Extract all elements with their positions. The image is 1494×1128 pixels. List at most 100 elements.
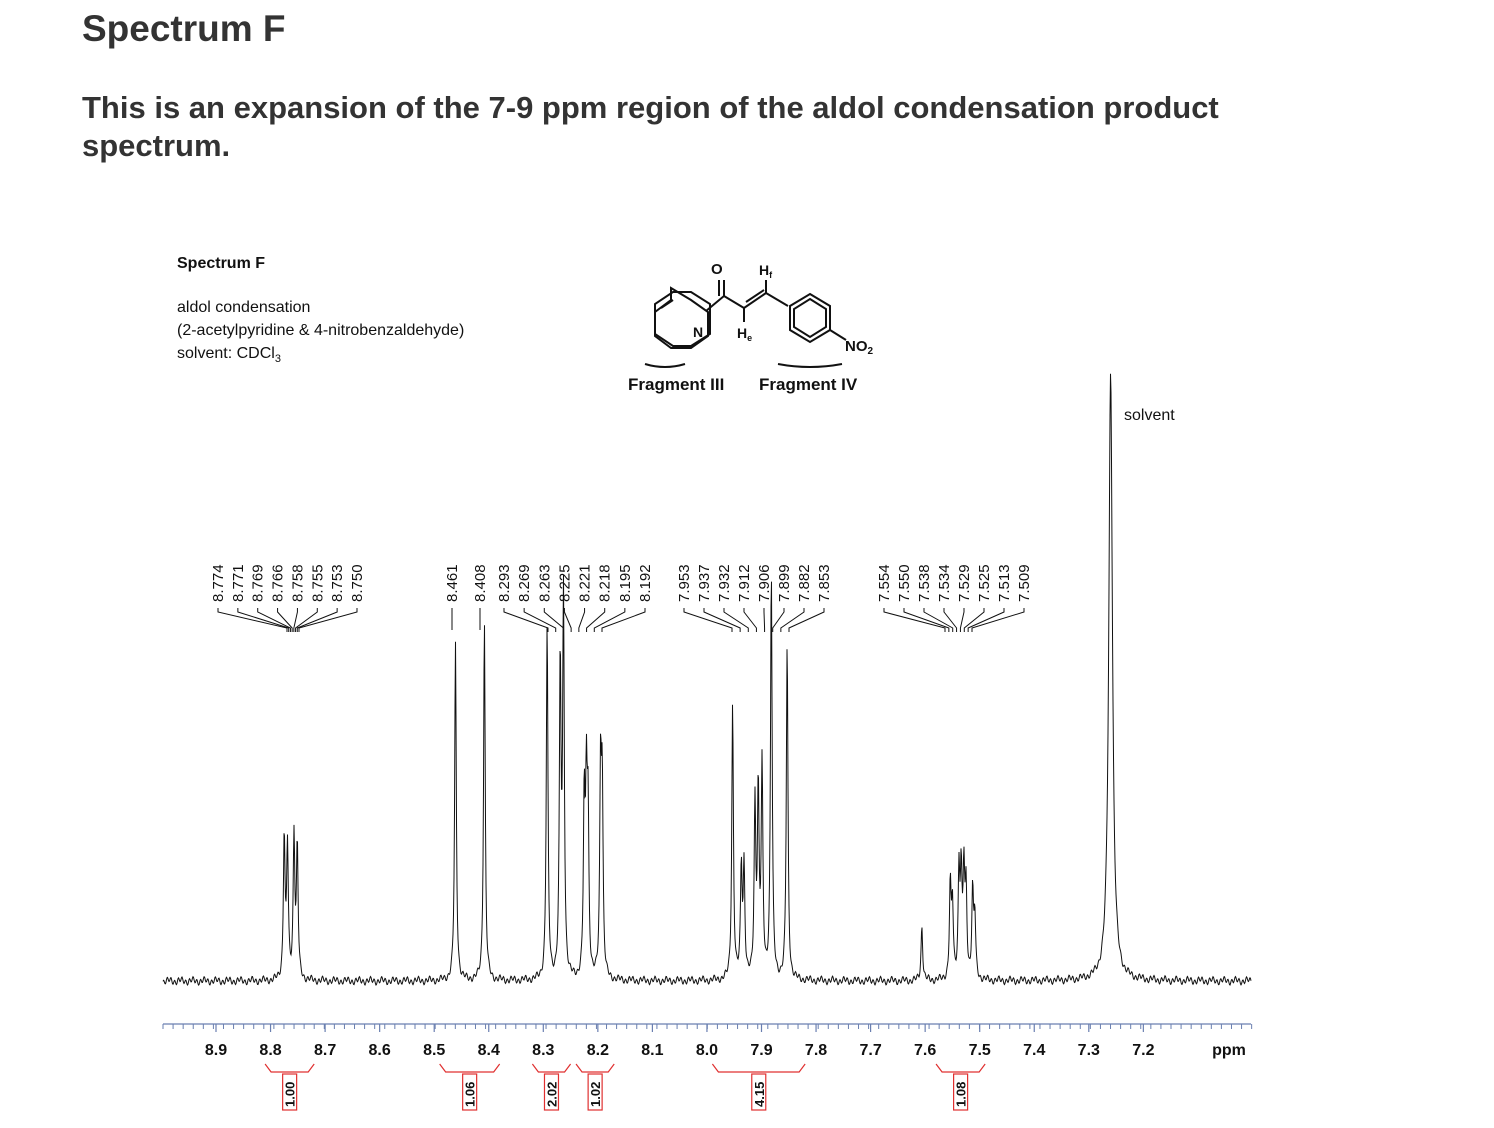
page-intro: This is an expansion of the 7-9 ppm regi… xyxy=(82,90,1219,163)
peak-label-leader xyxy=(683,608,733,632)
peak-label: 8.769 xyxy=(250,564,267,602)
integral-box xyxy=(953,1073,969,1111)
axis-tick-label: 8.1 xyxy=(641,1042,663,1059)
pyridine-ring-outline xyxy=(654,291,711,347)
fragment-iv-brace xyxy=(777,363,843,368)
reaction-label: aldol condensation xyxy=(177,299,310,316)
integral-box xyxy=(587,1073,603,1111)
peak-label: 7.937 xyxy=(696,564,713,602)
peak-label: 7.912 xyxy=(736,564,753,602)
peak-label: 8.269 xyxy=(516,564,533,602)
axis-tick-label: 8.7 xyxy=(314,1042,336,1059)
peak-label: 8.771 xyxy=(230,564,247,602)
figure-title: Spectrum F xyxy=(177,255,265,272)
axis-tick-label: 7.2 xyxy=(1132,1042,1154,1059)
integral-box xyxy=(462,1073,478,1111)
integral-bracket xyxy=(531,1063,572,1073)
peak-label-leader xyxy=(959,608,965,632)
axis-tick-label: 8.3 xyxy=(532,1042,554,1059)
peak-label-leader xyxy=(563,608,572,632)
bond-ring-carbonyl xyxy=(705,295,725,312)
peak-label-leader xyxy=(601,608,646,632)
fragment-iii-label: Fragment III xyxy=(628,375,724,394)
peak-label: 7.554 xyxy=(876,564,893,602)
integral-value: 1.08 xyxy=(954,1082,969,1107)
ppm-axis: 8.9 8.8 8.7 8.6 8.5 8.4 8.3 8.2 8.1 8.0 7.9 7.8 7.7 7… xyxy=(162,1023,1253,1059)
integral-value: 4.15 xyxy=(752,1082,767,1107)
integral-value: 1.00 xyxy=(283,1082,298,1107)
pyridine-nitrogen-label: N xyxy=(693,324,703,340)
nitro-label: NO2 xyxy=(845,338,874,357)
peak-label: 7.953 xyxy=(676,564,693,602)
peak-label: 7.932 xyxy=(716,564,733,602)
peak-label-leader xyxy=(903,608,950,632)
axis-tick-label: 7.9 xyxy=(750,1042,772,1059)
nitro-bond xyxy=(829,329,847,341)
spectrum-trace xyxy=(162,373,1252,986)
peak-label-leader xyxy=(593,608,626,632)
peak-label-leader xyxy=(217,608,288,632)
peak-label-leader xyxy=(298,608,358,632)
peak-label-leader xyxy=(923,608,954,632)
integral-bracket xyxy=(711,1063,806,1073)
peak-label: 7.513 xyxy=(996,564,1013,602)
peak-label: 7.529 xyxy=(956,564,973,602)
integral-bracket xyxy=(935,1063,986,1073)
integral-bracket xyxy=(439,1063,501,1073)
peak-label-leader xyxy=(883,608,946,632)
peak-label: 8.221 xyxy=(577,564,594,602)
peak-label: 7.525 xyxy=(976,564,993,602)
peak-label: 7.538 xyxy=(916,564,933,602)
peak-label-leader xyxy=(743,608,757,632)
peak-label-leader xyxy=(578,608,586,632)
peak-label: 8.461 xyxy=(444,564,461,602)
axis-tick-label: 7.7 xyxy=(859,1042,881,1059)
peak-label: 7.853 xyxy=(816,564,833,602)
peak-label-leader xyxy=(296,608,338,632)
peak-label: 8.766 xyxy=(270,564,287,602)
reagents-label: (2-acetylpyridine & 4-nitrobenzaldehyde) xyxy=(177,322,464,339)
axis-tick-label: 8.6 xyxy=(369,1042,391,1059)
peak-label: 7.534 xyxy=(936,564,953,602)
nitrophenyl-inner xyxy=(793,297,827,339)
peak-label-leader xyxy=(503,608,549,632)
peak-label: 8.753 xyxy=(329,564,346,602)
axis-tick-label: 8.8 xyxy=(259,1042,281,1059)
peak-label-leader xyxy=(237,608,290,632)
alkene-bond xyxy=(743,292,767,309)
peak-label: 8.218 xyxy=(597,564,614,602)
peak-labels: 8.774 8.771 8.769 8.766 8.758 8.755 8.753 8.750… xyxy=(210,564,1033,632)
axis-tick-label: 8.9 xyxy=(205,1042,227,1059)
axis-tick-label: 7.8 xyxy=(805,1042,827,1059)
peak-label: 8.408 xyxy=(472,564,489,602)
fragment-iv-label: Fragment IV xyxy=(759,375,858,394)
bond-alkene-aryl xyxy=(765,292,789,307)
peak-label-leader xyxy=(963,608,985,632)
integral-box xyxy=(751,1073,767,1111)
peak-label-leader xyxy=(295,608,318,632)
peak-label: 8.293 xyxy=(496,564,513,602)
peak-label: 7.550 xyxy=(896,564,913,602)
peak-label-leader xyxy=(788,608,825,632)
peak-label: 7.882 xyxy=(796,564,813,602)
axis-tick-label: 7.4 xyxy=(1023,1042,1045,1059)
he-label: He xyxy=(737,325,752,343)
peak-label: 7.509 xyxy=(1016,564,1033,602)
peak-label-leader xyxy=(277,608,293,632)
axis-tick-label: 8.5 xyxy=(423,1042,445,1059)
hf-label: Hf xyxy=(759,262,773,280)
axis-tick-label: 7.3 xyxy=(1078,1042,1100,1059)
integral-value: 1.02 xyxy=(588,1082,603,1107)
peak-label-leader xyxy=(523,608,557,632)
solvent-label: solvent: CDCl3 xyxy=(177,345,281,365)
peak-label: 8.195 xyxy=(617,564,634,602)
peak-label-leader xyxy=(257,608,291,632)
bond-carbonyl-alkene xyxy=(723,295,745,309)
integral-value: 1.06 xyxy=(463,1082,478,1107)
peak-label-leader xyxy=(763,608,766,632)
peak-label-leader xyxy=(780,608,805,632)
integral-bracket xyxy=(264,1063,315,1073)
peak-label: 8.750 xyxy=(349,564,366,602)
axis-tick-label: 7.6 xyxy=(914,1042,936,1059)
peak-label-leader xyxy=(703,608,741,632)
